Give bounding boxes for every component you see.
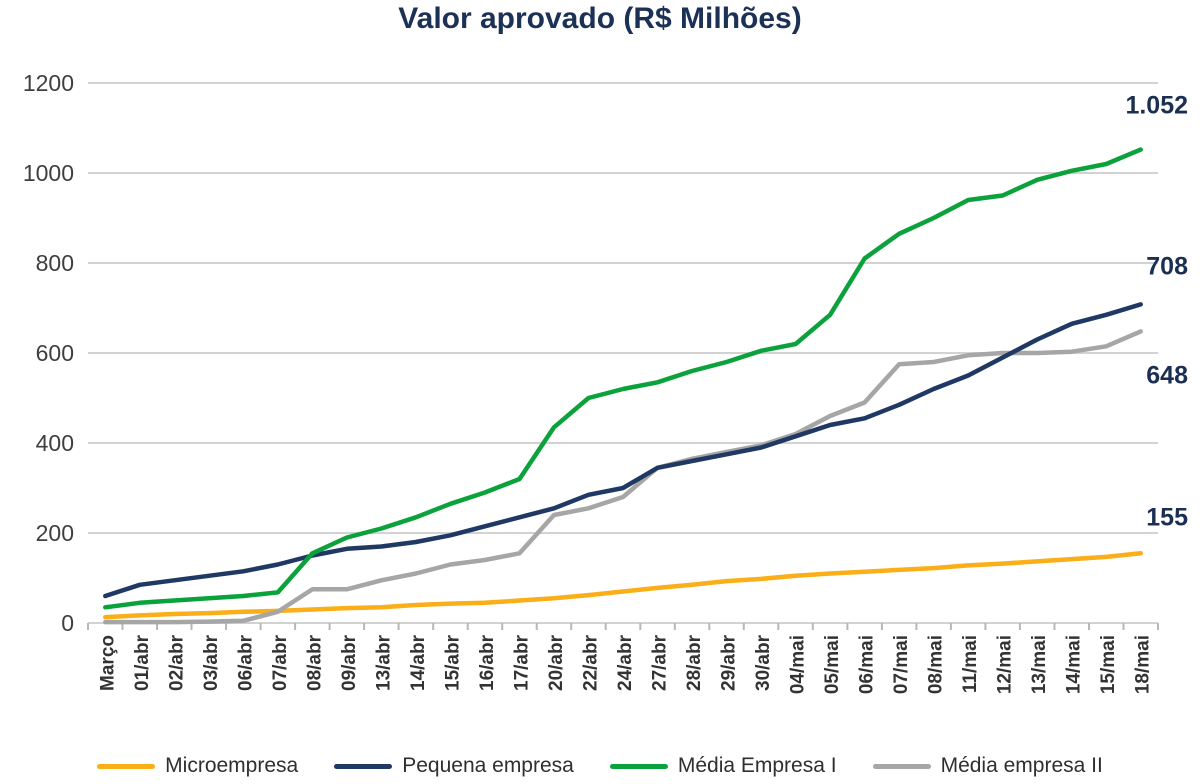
- x-axis-label: 13/abr: [373, 634, 394, 691]
- x-axis-label: 12/mai: [995, 635, 1016, 694]
- x-axis-label: 05/mai: [822, 635, 843, 694]
- legend-swatch-media-empresa-2: [872, 763, 931, 769]
- x-axis-label: 04/mai: [788, 635, 809, 694]
- series-end-label-3: 648: [1146, 361, 1188, 389]
- x-axis-label: 29/abr: [719, 634, 740, 691]
- x-axis-label: 06/abr: [235, 634, 256, 691]
- x-axis-label: 17/abr: [512, 634, 533, 691]
- y-axis-label: 400: [36, 430, 74, 456]
- legend-item-media-empresa-1: Média Empresa I: [609, 754, 837, 778]
- x-axis-label: 09/abr: [339, 634, 360, 691]
- x-axis-label: 16/abr: [477, 634, 498, 691]
- y-axis-label: 200: [36, 520, 74, 546]
- series-end-label-0: 155: [1146, 503, 1188, 531]
- x-axis-label: 14/abr: [408, 634, 429, 691]
- x-axis-label: 22/abr: [581, 634, 602, 691]
- legend-label: Média empresa II: [940, 754, 1103, 777]
- series-end-label-1: 708: [1146, 252, 1188, 280]
- x-axis-label: 20/abr: [546, 634, 567, 691]
- x-axis-label: 24/abr: [615, 634, 636, 691]
- legend-label: Microempresa: [165, 754, 299, 777]
- chart-title: Valor aprovado (R$ Milhões): [398, 2, 802, 35]
- x-axis-label: 27/abr: [650, 634, 671, 691]
- x-axis-label: Março: [97, 635, 118, 691]
- x-axis-label: 14/mai: [1064, 635, 1085, 694]
- x-axis-label: 02/abr: [166, 634, 187, 691]
- legend-label: Média Empresa I: [677, 754, 837, 777]
- x-axis-label: 08/mai: [926, 635, 947, 694]
- x-axis-label: 07/abr: [270, 634, 291, 691]
- legend-item-pequena-empresa: Pequena empresa: [334, 754, 574, 778]
- series-line-1: [103, 302, 1143, 599]
- x-axis-label: 01/abr: [132, 634, 153, 691]
- x-axis-label: 18/mai: [1133, 635, 1154, 694]
- y-axis-label: 1000: [23, 160, 74, 186]
- legend-swatch-media-empresa-1: [609, 763, 668, 769]
- x-axis-label: 11/mai: [960, 635, 981, 693]
- x-axis-label: 28/abr: [684, 634, 705, 691]
- legend-swatch-pequena-empresa: [334, 763, 393, 769]
- x-axis-label: 06/mai: [857, 635, 878, 694]
- legend-label: Pequena empresa: [402, 754, 574, 777]
- y-axis-label: 1200: [23, 70, 74, 96]
- x-axis-label: 30/abr: [753, 634, 774, 691]
- x-axis-label: 08/abr: [304, 634, 325, 691]
- series-line-2: [103, 147, 1143, 610]
- y-axis-label: 0: [61, 610, 74, 636]
- y-axis-label: 800: [36, 250, 74, 276]
- y-axis-label: 600: [36, 340, 74, 366]
- x-axis-label: 07/mai: [891, 635, 912, 694]
- series-line-3: [103, 329, 1143, 625]
- series-end-label-2: 1.052: [1125, 92, 1188, 120]
- x-axis-label: 15/mai: [1098, 635, 1119, 694]
- legend-item-microempresa: Microempresa: [97, 754, 298, 778]
- legend: Microempresa Pequena empresa Média Empre…: [0, 754, 1200, 778]
- legend-swatch-microempresa: [97, 763, 156, 769]
- series-line-0: [103, 551, 1143, 620]
- legend-item-media-empresa-2: Média empresa II: [872, 754, 1103, 778]
- x-axis-label: 13/mai: [1029, 635, 1050, 694]
- x-axis-label: 15/abr: [442, 634, 463, 691]
- x-axis-label: 03/abr: [201, 634, 222, 691]
